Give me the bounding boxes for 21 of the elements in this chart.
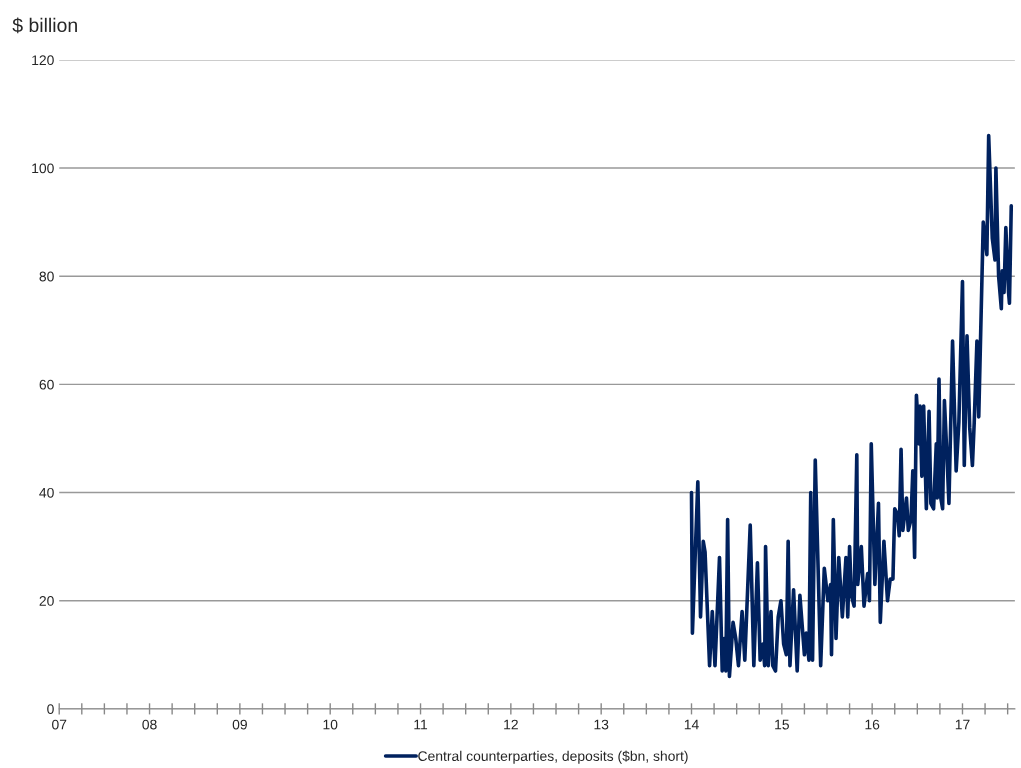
x-tick-label: 11: [414, 719, 428, 730]
y-tick-label: 0: [47, 704, 54, 715]
y-tick-label: 40: [39, 487, 54, 498]
y-tick-label: 20: [39, 596, 54, 606]
x-tick-label: 08: [142, 719, 157, 730]
x-tick-label: 09: [232, 719, 247, 730]
y-tick-label: 120: [32, 55, 54, 66]
y-tick-label: 80: [39, 271, 54, 282]
y-tick-label: 60: [39, 379, 54, 390]
x-tick-label: 12: [504, 719, 518, 730]
x-tick-label: 07: [52, 719, 67, 730]
y-tick-label: 100: [32, 163, 54, 174]
x-tick-label: 13: [594, 719, 609, 730]
legend-label: Central counterparties, deposits ($bn, short): [418, 750, 688, 764]
x-tick-label: 15: [775, 719, 789, 730]
x-tick-label: 10: [323, 719, 338, 730]
y-axis-title: $ billion: [12, 17, 77, 34]
x-tick-label: 16: [865, 719, 880, 730]
x-tick-label: 14: [684, 719, 699, 730]
x-tick-label: 17: [955, 719, 970, 730]
line-series: [689, 133, 1014, 679]
